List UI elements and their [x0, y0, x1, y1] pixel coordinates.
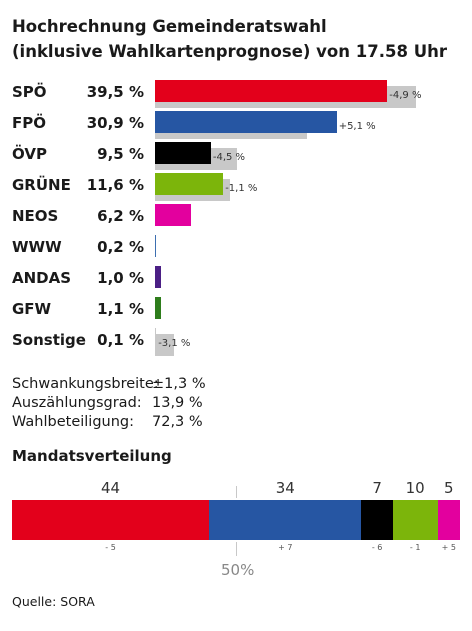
seat-distribution-title: Mandatsverteilung [12, 447, 172, 465]
party-percent: 39,5 % [86, 83, 144, 101]
stat-label: Schwankungsbreite: [12, 376, 159, 392]
stat-label: Wahlbeteiligung: [12, 414, 135, 430]
seat-diff: - 1 [409, 543, 421, 552]
seat-diff: - 6 [371, 543, 383, 552]
seat-count: 34 [275, 479, 295, 497]
result-bar [155, 142, 211, 164]
stat-value: ±1,3 % [152, 376, 206, 392]
party-percent: 11,6 % [86, 176, 144, 194]
bar-row-7: GFW 1,1 % [0, 297, 472, 323]
source-note: Quelle: SORA [12, 594, 95, 609]
bar-row-4: NEOS 6,2 % [0, 204, 472, 230]
party-label: ANDAS [12, 269, 72, 287]
party-label: Sonstige [12, 331, 86, 349]
result-bar [155, 235, 157, 257]
party-label: SPÖ [12, 83, 47, 101]
bar-row-8: Sonstige 0,1 % -3,1 % [0, 328, 472, 356]
previous-result-bar [155, 334, 174, 356]
party-percent: 1,0 % [97, 269, 144, 287]
stat-value: 72,3 % [152, 414, 203, 430]
party-label: NEOS [12, 207, 59, 225]
diff-label: -4,9 % [389, 90, 422, 101]
party-percent: 6,2 % [97, 207, 144, 225]
party-label: GFW [12, 300, 52, 318]
seat-segment [437, 500, 460, 540]
party-label: WWW [12, 238, 62, 256]
bar-row-6: ANDAS 1,0 % [0, 266, 472, 292]
party-percent: 30,9 % [86, 114, 144, 132]
result-bar [155, 297, 162, 319]
chart-title: Hochrechnung Gemeinderatswahl (inklusive… [12, 14, 462, 64]
seat-segment [392, 500, 438, 540]
result-bar [155, 173, 224, 195]
seat-segment [12, 500, 210, 540]
diff-label: -1,1 % [225, 183, 258, 194]
party-percent: 0,2 % [97, 238, 144, 256]
seat-count: 7 [372, 479, 382, 497]
title-line-2: (inklusive Wahlkartenprognose) von 17.58… [12, 42, 447, 61]
title-line-1: Hochrechnung Gemeinderatswahl [12, 17, 327, 36]
seat-segment [209, 500, 362, 540]
seat-diff: - 5 [105, 543, 116, 552]
party-label: GRÜNE [12, 176, 71, 194]
result-bar [155, 328, 157, 350]
party-percent: 1,1 % [97, 300, 144, 318]
bar-row-2: ÖVP 9,5 % -4,5 % [0, 142, 472, 170]
seat-diff: + 7 [278, 543, 293, 552]
seat-diff: + 5 [441, 543, 456, 552]
diff-label: -4,5 % [212, 152, 246, 163]
bar-row-1: FPÖ 30,9 % +5,1 % [0, 111, 472, 139]
result-bar [155, 111, 337, 133]
party-percent: 0,1 % [97, 331, 144, 349]
stat-value: 13,9 % [152, 395, 203, 411]
party-label: FPÖ [12, 114, 46, 132]
result-bar [155, 266, 161, 288]
bar-row-5: WWW 0,2 % [0, 235, 472, 261]
majority-line-top [236, 486, 237, 498]
result-bar [155, 80, 388, 102]
seat-count: 5 [444, 479, 454, 497]
seat-count: 10 [405, 479, 425, 497]
majority-label: 50% [221, 561, 255, 579]
diff-label: +5,1 % [338, 121, 376, 132]
bar-row-3: GRÜNE 11,6 % -1,1 % [0, 173, 472, 201]
majority-line-bottom [236, 542, 237, 556]
seat-segment [361, 500, 393, 540]
party-percent: 9,5 % [97, 145, 144, 163]
stat-label: Auszählungsgrad: [12, 395, 142, 411]
seat-count: 44 [101, 479, 121, 497]
diff-label: -3,1 % [158, 338, 191, 349]
result-bar [155, 204, 192, 226]
party-label: ÖVP [12, 145, 47, 163]
bar-row-0: SPÖ 39,5 % -4,9 % [0, 80, 472, 108]
